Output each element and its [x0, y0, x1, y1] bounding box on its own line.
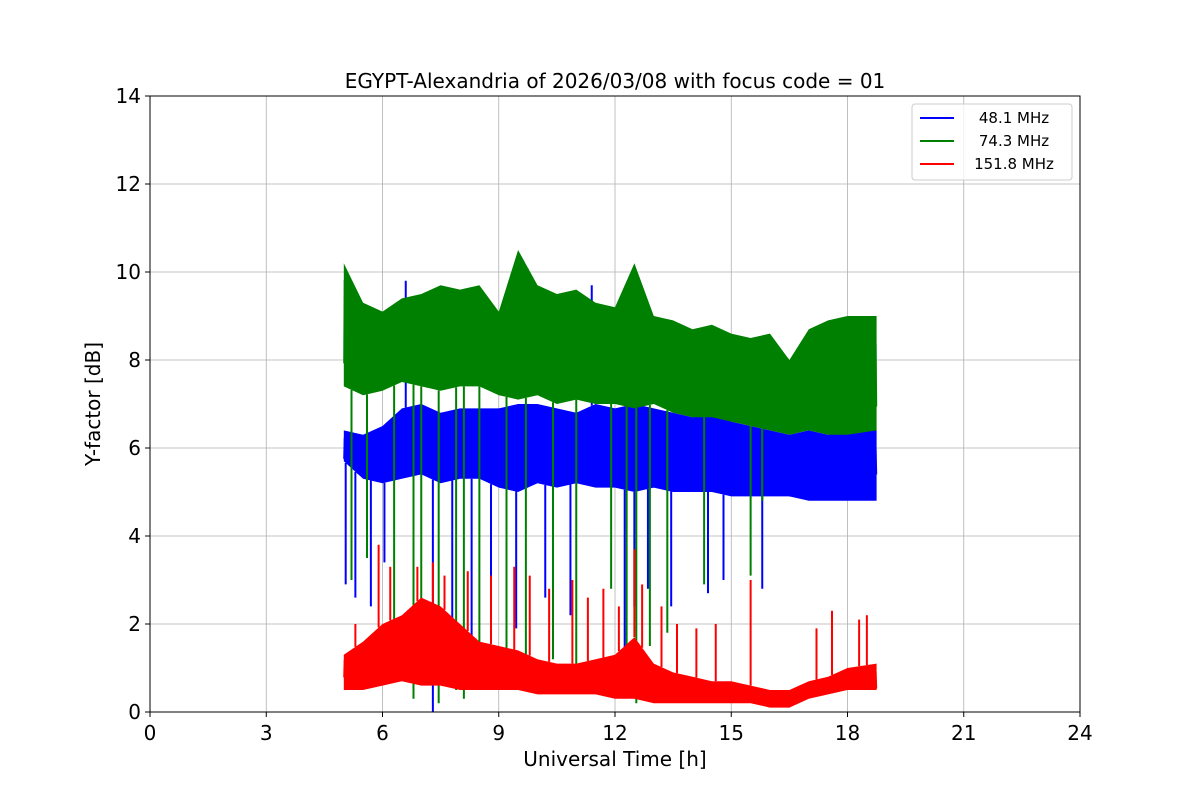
y-tick-label: 10 [116, 260, 141, 284]
series-line [343, 260, 878, 434]
series-line [343, 601, 878, 708]
y-tick-label: 2 [128, 612, 141, 636]
y-tick-label: 6 [128, 436, 141, 460]
y-tick-label: 12 [116, 172, 141, 196]
x-tick-label: 24 [1067, 721, 1092, 745]
x-tick-label: 6 [376, 721, 389, 745]
x-axis-label: Universal Time [h] [523, 747, 706, 771]
x-tick-label: 21 [951, 721, 976, 745]
data-layer [343, 250, 878, 712]
y-tick-label: 8 [128, 348, 141, 372]
series-74-3-mhz [343, 250, 878, 704]
y-tick-label: 14 [116, 84, 141, 108]
legend-entries: 48.1 MHz 74.3 MHz 151.8 MHz [920, 109, 1054, 173]
y-tick-label: 4 [128, 524, 141, 548]
x-tick-label: 15 [719, 721, 744, 745]
x-tick-label: 18 [835, 721, 860, 745]
x-tick-label: 9 [492, 721, 505, 745]
legend-box [911, 103, 1073, 181]
y-tick-label: 0 [128, 700, 141, 724]
x-tick-label: 3 [260, 721, 273, 745]
x-tick-label: 0 [144, 721, 157, 745]
y-axis-label: Y-factor [dB] [81, 342, 105, 467]
chart-title: EGYPT-Alexandria of 2026/03/08 with focu… [345, 69, 886, 93]
series-151-8-mhz [343, 544, 878, 708]
x-tick-label: 12 [602, 721, 627, 745]
legend: 48.1 MHz 74.3 MHz 151.8 MHz [911, 103, 1073, 181]
legend-label: 74.3 MHz [979, 132, 1049, 150]
legend-label: 48.1 MHz [979, 109, 1049, 127]
legend-label: 151.8 MHz [974, 155, 1054, 173]
